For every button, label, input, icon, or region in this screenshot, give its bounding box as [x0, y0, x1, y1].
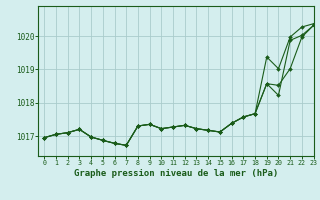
X-axis label: Graphe pression niveau de la mer (hPa): Graphe pression niveau de la mer (hPa) — [74, 169, 278, 178]
